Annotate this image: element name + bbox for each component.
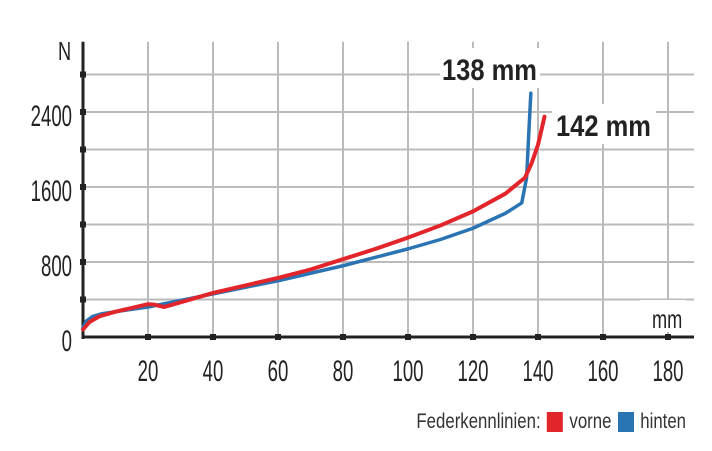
- x-tick: [600, 334, 606, 340]
- x-tick: [145, 334, 151, 340]
- y-tick-label: 0: [62, 325, 72, 359]
- annotation-bg: [552, 104, 656, 144]
- y-tick: [80, 146, 86, 153]
- x-tick-label: 100: [392, 355, 423, 389]
- x-tick-label: 20: [138, 355, 159, 389]
- x-tick: [470, 334, 476, 340]
- legend-swatch-vorne: [547, 412, 563, 432]
- x-tick: [340, 334, 346, 340]
- legend-label-hinten: hinten: [640, 410, 686, 433]
- annotation-138: 138 mm: [442, 53, 537, 86]
- x-tick-label: 80: [333, 355, 354, 389]
- y-tick: [80, 109, 86, 115]
- y-tick: [80, 184, 86, 190]
- y-tick: [80, 221, 86, 228]
- y-tick: [80, 259, 86, 265]
- x-axis-label: mm: [652, 305, 682, 334]
- y-tick: [80, 296, 86, 303]
- y-tick-label: 1600: [31, 175, 72, 209]
- series-line-vorne: [81, 114, 547, 332]
- x-label-bg: [640, 300, 686, 332]
- x-tick-label: 160: [587, 355, 618, 389]
- x-tick-label: 120: [457, 355, 488, 389]
- legend-swatch-hinten: [617, 412, 634, 432]
- x-tick: [275, 334, 281, 340]
- x-tick-label: 180: [652, 355, 683, 389]
- x-tick-label: 140: [522, 355, 553, 389]
- y-tick-label: 800: [41, 250, 72, 284]
- legend-label-vorne: vorne: [569, 410, 612, 433]
- annotation-bg: [440, 48, 540, 88]
- series-line-hinten: [81, 91, 533, 330]
- x-tick-label: 40: [203, 355, 224, 389]
- legend: Federkennlinien: vorne hinten: [416, 410, 686, 434]
- legend-title: Federkennlinien:: [416, 410, 541, 433]
- y-tick: [80, 71, 86, 78]
- annotation-142: 142 mm: [556, 109, 651, 142]
- y-tick-label: 2400: [31, 100, 72, 134]
- y-axis-label: N: [58, 37, 71, 66]
- x-tick: [665, 334, 671, 340]
- x-tick: [210, 334, 216, 340]
- x-tick: [535, 334, 541, 340]
- x-tick-label: 60: [268, 355, 289, 389]
- x-tick: [405, 334, 411, 340]
